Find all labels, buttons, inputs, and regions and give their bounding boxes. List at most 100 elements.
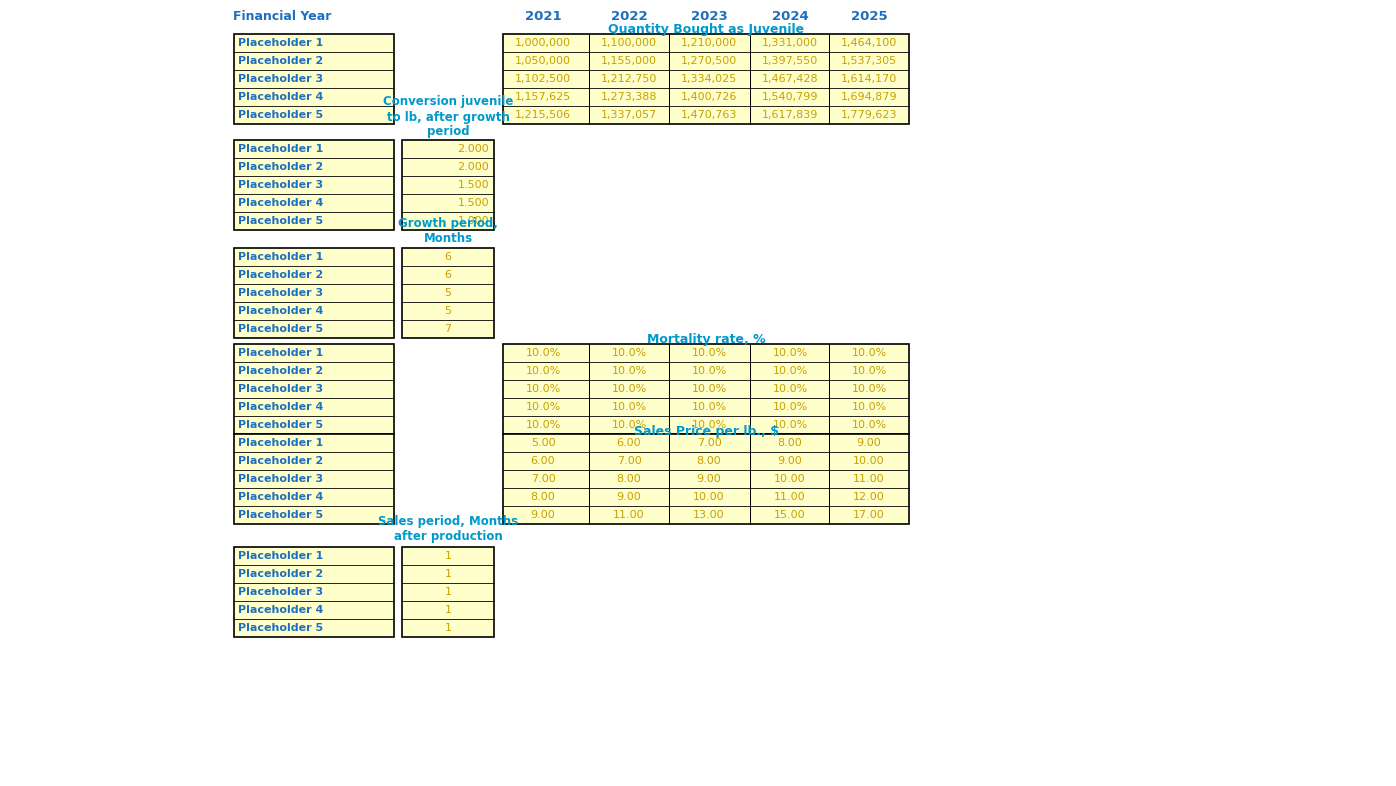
Text: 1,157,625: 1,157,625 — [515, 92, 571, 102]
Text: Financial Year: Financial Year — [233, 10, 331, 24]
Text: 1,614,170: 1,614,170 — [840, 74, 898, 84]
Text: 12.00: 12.00 — [853, 492, 885, 502]
Bar — [503, 434, 909, 524]
Bar — [235, 140, 394, 230]
Text: Placeholder 4: Placeholder 4 — [237, 92, 324, 102]
Text: 7: 7 — [444, 324, 451, 334]
Text: 1: 1 — [444, 551, 451, 561]
Text: 6: 6 — [444, 270, 451, 280]
Text: 10.0%: 10.0% — [525, 402, 561, 412]
Bar — [402, 140, 494, 230]
Text: 10.0%: 10.0% — [691, 384, 727, 394]
Text: 17.00: 17.00 — [853, 510, 885, 520]
Bar — [235, 344, 394, 434]
Text: Placeholder 3: Placeholder 3 — [237, 180, 322, 190]
Text: 1,467,428: 1,467,428 — [762, 74, 818, 84]
Text: 1,102,500: 1,102,500 — [515, 74, 571, 84]
Text: 10.0%: 10.0% — [611, 348, 646, 358]
Text: 2021: 2021 — [525, 10, 561, 24]
Text: 10.00: 10.00 — [853, 456, 885, 466]
Text: Placeholder 2: Placeholder 2 — [237, 456, 324, 466]
Text: Placeholder 1: Placeholder 1 — [237, 348, 324, 358]
Text: 10.0%: 10.0% — [525, 420, 561, 430]
Text: 10.0%: 10.0% — [525, 348, 561, 358]
Text: 8.00: 8.00 — [530, 492, 556, 502]
Text: 10.0%: 10.0% — [772, 366, 808, 376]
Text: Placeholder 5: Placeholder 5 — [237, 420, 322, 430]
Text: Placeholder 5: Placeholder 5 — [237, 324, 322, 334]
Text: 9.00: 9.00 — [857, 438, 881, 448]
Text: 1,464,100: 1,464,100 — [840, 38, 898, 48]
Text: Sales Price per lb., $: Sales Price per lb., $ — [634, 424, 779, 438]
Text: Placeholder 1: Placeholder 1 — [237, 438, 324, 448]
Text: Sales period, Months
after production: Sales period, Months after production — [378, 515, 518, 543]
Text: 1,155,000: 1,155,000 — [602, 56, 658, 66]
Text: 11.00: 11.00 — [853, 474, 885, 484]
Text: 10.0%: 10.0% — [852, 402, 886, 412]
Text: 10.0%: 10.0% — [852, 348, 886, 358]
Text: Placeholder 1: Placeholder 1 — [237, 252, 324, 262]
Text: 10.0%: 10.0% — [691, 348, 727, 358]
Text: 1,331,000: 1,331,000 — [762, 38, 818, 48]
Text: 1,537,305: 1,537,305 — [840, 56, 898, 66]
Text: Placeholder 4: Placeholder 4 — [237, 402, 324, 412]
Text: Placeholder 3: Placeholder 3 — [237, 384, 322, 394]
Text: 1,215,506: 1,215,506 — [515, 110, 571, 120]
Text: 1,617,839: 1,617,839 — [762, 110, 818, 120]
Text: 10.0%: 10.0% — [611, 402, 646, 412]
Text: 2025: 2025 — [850, 10, 888, 24]
Text: Placeholder 4: Placeholder 4 — [237, 198, 324, 208]
Text: 5: 5 — [444, 288, 451, 298]
Text: 10.0%: 10.0% — [772, 402, 808, 412]
Text: 10.0%: 10.0% — [691, 366, 727, 376]
Text: Placeholder 2: Placeholder 2 — [237, 569, 324, 579]
Text: Placeholder 3: Placeholder 3 — [237, 474, 322, 484]
Text: Placeholder 2: Placeholder 2 — [237, 56, 324, 66]
Text: 9.00: 9.00 — [530, 510, 556, 520]
Text: Placeholder 4: Placeholder 4 — [237, 306, 324, 316]
Text: 9.00: 9.00 — [617, 492, 641, 502]
Text: 7.00: 7.00 — [697, 438, 722, 448]
Text: 5.00: 5.00 — [530, 438, 556, 448]
Text: Placeholder 1: Placeholder 1 — [237, 551, 324, 561]
Text: 15.00: 15.00 — [775, 510, 805, 520]
Text: 1,779,623: 1,779,623 — [840, 110, 898, 120]
Text: Placeholder 5: Placeholder 5 — [237, 623, 322, 633]
Text: Placeholder 2: Placeholder 2 — [237, 270, 324, 280]
Bar — [402, 547, 494, 637]
Text: Placeholder 5: Placeholder 5 — [237, 110, 322, 120]
Bar — [503, 34, 909, 124]
Text: 11.00: 11.00 — [613, 510, 645, 520]
Text: 1: 1 — [444, 587, 451, 597]
Bar — [235, 434, 394, 524]
Text: 1,397,550: 1,397,550 — [762, 56, 818, 66]
Text: 10.00: 10.00 — [694, 492, 725, 502]
Text: 6: 6 — [444, 252, 451, 262]
Bar — [402, 248, 494, 338]
Text: 10.0%: 10.0% — [852, 366, 886, 376]
Bar — [235, 248, 394, 338]
Bar — [235, 547, 394, 637]
Text: 1.000: 1.000 — [458, 216, 489, 226]
Text: Quantity Bought as Juvenile: Quantity Bought as Juvenile — [607, 23, 804, 35]
Text: 1.500: 1.500 — [458, 198, 489, 208]
Text: 10.0%: 10.0% — [691, 402, 727, 412]
Text: 10.0%: 10.0% — [772, 420, 808, 430]
Text: 2022: 2022 — [610, 10, 648, 24]
Text: 2024: 2024 — [772, 10, 808, 24]
Text: Placeholder 4: Placeholder 4 — [237, 492, 324, 502]
Text: 6.00: 6.00 — [530, 456, 556, 466]
Text: 10.0%: 10.0% — [852, 420, 886, 430]
Text: 2.000: 2.000 — [458, 162, 489, 172]
Text: Mortality rate, %: Mortality rate, % — [646, 332, 765, 346]
Text: Placeholder 5: Placeholder 5 — [237, 216, 322, 226]
Text: 10.0%: 10.0% — [525, 384, 561, 394]
Text: 10.0%: 10.0% — [611, 384, 646, 394]
Text: 2023: 2023 — [691, 10, 727, 24]
Bar — [503, 344, 909, 434]
Text: 11.00: 11.00 — [775, 492, 805, 502]
Text: 1: 1 — [444, 605, 451, 615]
Text: Conversion juvenile
to lb, after growth
period: Conversion juvenile to lb, after growth … — [383, 96, 514, 138]
Text: 1,000,000: 1,000,000 — [515, 38, 571, 48]
Text: 1: 1 — [444, 623, 451, 633]
